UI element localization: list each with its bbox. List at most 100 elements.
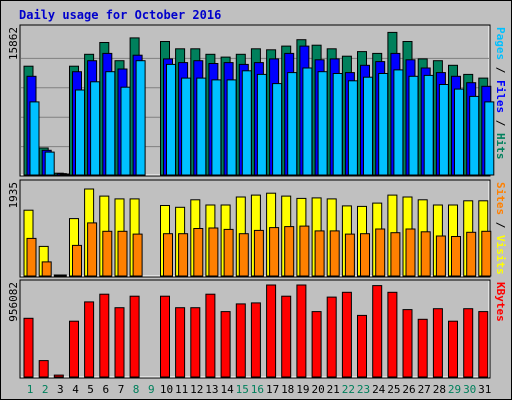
day-label-29: 29 <box>448 383 461 396</box>
day-label-23: 23 <box>357 383 370 396</box>
bar-hits-pages-day-1 <box>29 101 40 176</box>
bar-hits-pages-day-12 <box>196 77 207 176</box>
bar-kbytes-kbytes-day-8 <box>129 295 140 378</box>
bar-hits-pages-day-20 <box>317 71 328 176</box>
day-label-10: 10 <box>160 383 173 396</box>
bar-visits-sites-day-19 <box>299 225 310 277</box>
bar-visits-sites-day-16 <box>253 229 264 277</box>
legend-part-hits-1: / <box>494 60 507 80</box>
day-label-6: 6 <box>102 383 109 396</box>
bar-hits-pages-day-2 <box>44 151 55 176</box>
bar-visits-sites-day-21 <box>329 230 340 277</box>
day-label-3: 3 <box>57 383 64 396</box>
bar-kbytes-kbytes-day-6 <box>99 293 110 378</box>
bar-hits-pages-day-18 <box>287 72 298 176</box>
bar-visits-sites-day-17 <box>269 227 280 277</box>
day-label-11: 11 <box>175 383 188 396</box>
day-label-22: 22 <box>342 383 355 396</box>
day-label-17: 17 <box>266 383 279 396</box>
day-label-12: 12 <box>190 383 203 396</box>
max-label-hits: 15862 <box>7 27 20 60</box>
legend-part-visits-1: / <box>494 215 507 235</box>
bar-visits-sites-day-6 <box>102 230 113 277</box>
day-label-5: 5 <box>87 383 94 396</box>
bar-visits-sites-day-1 <box>26 237 37 277</box>
bar-visits-sites-day-24 <box>375 228 386 277</box>
bar-visits-sites-day-18 <box>284 226 295 277</box>
day-label-7: 7 <box>118 383 125 396</box>
max-label-kbytes: 956082 <box>7 282 20 322</box>
bar-hits-pages-day-22 <box>347 80 358 176</box>
bar-kbytes-kbytes-day-17 <box>266 284 277 378</box>
day-label-9: 9 <box>148 383 155 396</box>
bar-hits-pages-day-13 <box>211 79 222 176</box>
day-label-1: 1 <box>27 383 34 396</box>
bar-visits-sites-day-29 <box>451 236 461 277</box>
bar-hits-pages-day-28 <box>438 84 449 176</box>
day-label-24: 24 <box>372 383 386 396</box>
bar-hits-pages-day-11 <box>181 77 192 176</box>
legend-part-hits-4: Hits <box>494 133 507 160</box>
bar-visits-sites-day-10 <box>163 233 173 277</box>
bar-kbytes-kbytes-day-20 <box>311 311 322 378</box>
bar-kbytes-kbytes-day-18 <box>281 295 292 378</box>
bar-visits-sites-day-23 <box>360 233 370 277</box>
bar-visits-sites-day-12 <box>193 228 204 277</box>
bar-visits-sites-day-3 <box>56 274 67 277</box>
bar-visits-sites-day-30 <box>466 231 477 277</box>
panel-frame-visits <box>19 179 491 278</box>
day-label-20: 20 <box>311 383 324 396</box>
bar-kbytes-kbytes-day-21 <box>326 296 337 378</box>
bar-hits-pages-day-26 <box>408 75 419 176</box>
day-label-15: 15 <box>236 383 249 396</box>
bar-hits-pages-day-27 <box>423 74 434 176</box>
day-label-13: 13 <box>205 383 218 396</box>
bar-kbytes-kbytes-day-12 <box>190 307 201 378</box>
bar-hits-pages-day-30 <box>469 95 480 176</box>
bar-kbytes-kbytes-day-13 <box>205 293 216 378</box>
bar-visits-sites-day-28 <box>435 235 446 277</box>
day-label-4: 4 <box>72 383 79 396</box>
bar-hits-pages-day-8 <box>135 60 146 176</box>
bar-kbytes-kbytes-day-3 <box>53 374 64 378</box>
bar-hits-pages-day-3 <box>59 173 70 176</box>
bar-kbytes-kbytes-day-23 <box>357 314 367 378</box>
bar-kbytes-kbytes-day-25 <box>387 291 398 378</box>
bar-hits-pages-day-23 <box>363 76 373 176</box>
bar-hits-pages-day-31 <box>484 101 495 176</box>
bar-visits-sites-day-27 <box>420 231 431 277</box>
day-label-19: 19 <box>296 383 309 396</box>
bar-kbytes-kbytes-day-31 <box>478 311 489 378</box>
day-label-26: 26 <box>402 383 415 396</box>
bar-kbytes-kbytes-day-29 <box>448 320 458 378</box>
day-label-25: 25 <box>387 383 400 396</box>
day-label-21: 21 <box>327 383 340 396</box>
panel-frame-kbytes <box>19 279 491 379</box>
legend-part-visits-0: Sites <box>494 182 507 215</box>
day-label-28: 28 <box>433 383 446 396</box>
bar-visits-sites-day-25 <box>390 232 401 277</box>
day-label-30: 30 <box>463 383 476 396</box>
bar-hits-pages-day-14 <box>226 79 237 176</box>
bar-kbytes-kbytes-day-15 <box>235 303 246 378</box>
bar-hits-pages-day-19 <box>302 67 313 176</box>
bar-kbytes-kbytes-day-19 <box>296 284 307 378</box>
bar-hits-pages-day-29 <box>454 88 464 176</box>
day-label-18: 18 <box>281 383 294 396</box>
legend-hits: Pages / Files / Hits <box>494 27 507 160</box>
bar-kbytes-kbytes-day-10 <box>160 295 170 378</box>
bar-hits-pages-day-10 <box>166 63 176 176</box>
legend-part-hits-0: Pages <box>494 27 507 60</box>
bar-visits-sites-day-7 <box>117 230 128 277</box>
max-label-visits: 1935 <box>7 182 20 209</box>
bar-kbytes-kbytes-day-2 <box>38 360 49 378</box>
bar-kbytes-kbytes-day-16 <box>250 302 261 378</box>
bar-hits-pages-day-6 <box>105 71 116 176</box>
bar-hits-pages-day-4 <box>75 89 85 176</box>
bar-kbytes-kbytes-day-14 <box>220 311 231 378</box>
legend-visits: Sites / Visits <box>494 182 507 275</box>
bar-visits-sites-day-5 <box>87 222 98 277</box>
bar-hits-pages-day-15 <box>241 70 252 176</box>
bar-visits-sites-day-8 <box>132 233 143 277</box>
bar-hits-pages-day-5 <box>90 81 101 176</box>
